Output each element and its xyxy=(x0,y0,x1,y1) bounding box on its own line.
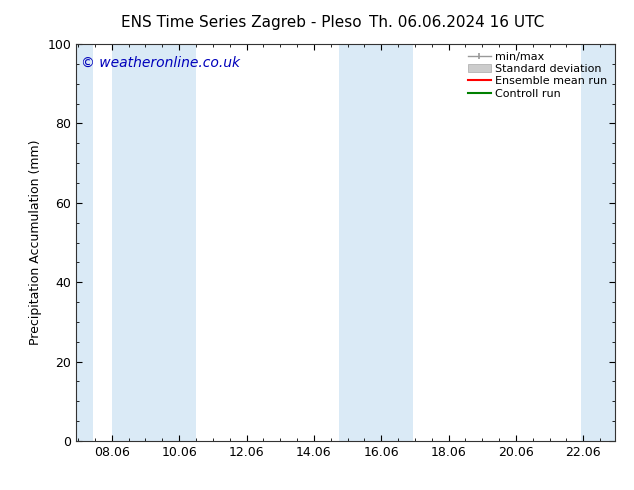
Text: Th. 06.06.2024 16 UTC: Th. 06.06.2024 16 UTC xyxy=(369,15,544,30)
Bar xyxy=(581,44,615,441)
Bar xyxy=(160,44,196,441)
Bar xyxy=(112,44,160,441)
Bar xyxy=(76,44,93,441)
Bar xyxy=(359,44,413,441)
Text: © weatheronline.co.uk: © weatheronline.co.uk xyxy=(81,56,240,70)
Bar xyxy=(339,44,359,441)
Text: ENS Time Series Zagreb - Pleso: ENS Time Series Zagreb - Pleso xyxy=(120,15,361,30)
Legend: min/max, Standard deviation, Ensemble mean run, Controll run: min/max, Standard deviation, Ensemble me… xyxy=(464,48,612,103)
Y-axis label: Precipitation Accumulation (mm): Precipitation Accumulation (mm) xyxy=(29,140,42,345)
